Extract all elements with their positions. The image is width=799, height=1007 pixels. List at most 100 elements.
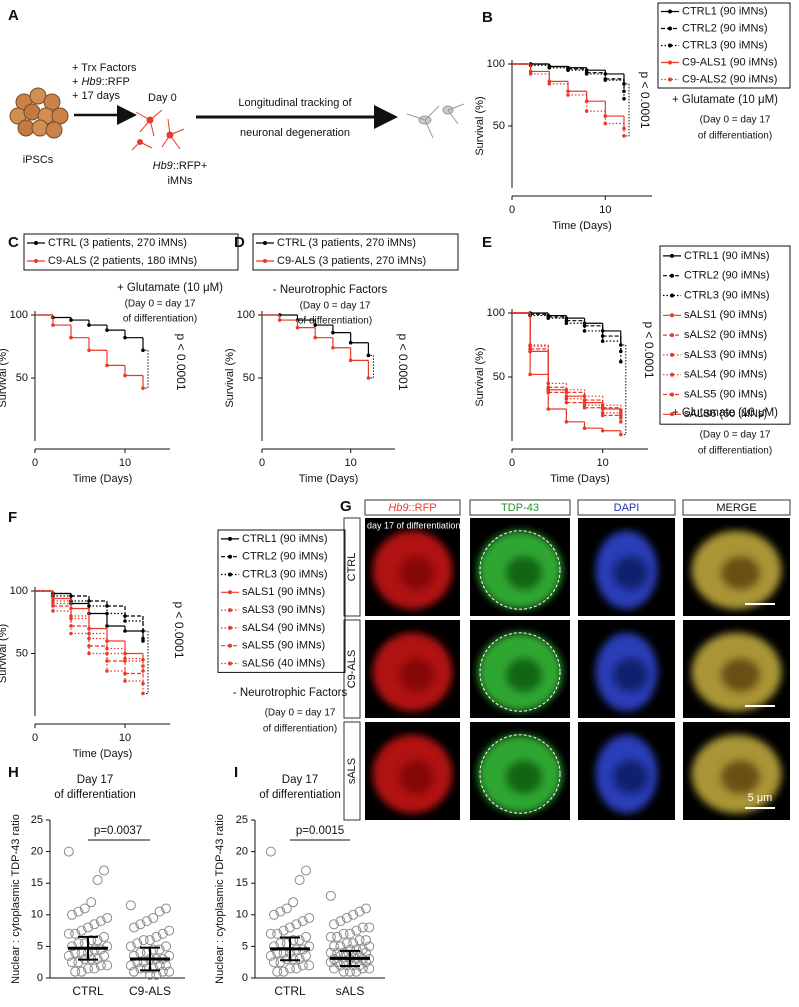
x-axis-label: Time (Days) — [550, 473, 609, 485]
significance-bracket — [370, 354, 374, 379]
data-point — [361, 935, 371, 946]
ipsc-cluster — [9, 87, 69, 139]
outline — [479, 530, 561, 610]
condition-note: + Glutamate (10 μM) — [117, 282, 223, 294]
legend-label: CTRL1 (90 iMNs) — [242, 533, 328, 545]
data-point — [148, 963, 159, 974]
x-tick-label: 0 — [509, 204, 515, 216]
legend-label: sALS6 (40 iMNs) — [242, 657, 325, 669]
data-point — [325, 931, 336, 942]
data-point — [341, 938, 352, 949]
legend-label: CTRL3 (90 iMNs) — [242, 568, 328, 580]
point — [564, 318, 569, 323]
point — [141, 639, 145, 643]
point — [366, 376, 371, 380]
y-tick-label: 10 — [31, 909, 43, 921]
condition-note: of differentiation) — [298, 316, 372, 327]
point — [277, 318, 282, 322]
legend-label: C9-ALS (3 patients, 270 iMNs) — [277, 255, 426, 267]
data-point — [67, 941, 77, 952]
x-tick-label: 10 — [597, 457, 609, 469]
data-point — [278, 925, 289, 936]
p-value: p < 0.0001 — [174, 333, 188, 390]
legend-box — [23, 233, 239, 271]
point — [105, 669, 109, 673]
legend-marker — [668, 43, 672, 48]
legend-label: CTRL2 (90 iMNs) — [242, 551, 328, 563]
x-tick-label: 0 — [32, 457, 38, 469]
y-axis-label: Nuclear : cytoplasmic TDP-43 ratio — [10, 814, 22, 984]
legend-marker — [228, 572, 232, 577]
data-point — [164, 966, 175, 977]
condition-note: (Day 0 = day 17 — [125, 299, 196, 310]
nucleus-signal — [613, 556, 648, 590]
suffix: ::RFP — [409, 502, 437, 514]
point — [528, 72, 533, 76]
x-tick-label: 10 — [119, 732, 131, 744]
row-box — [343, 517, 361, 617]
point — [331, 330, 335, 335]
point — [619, 420, 623, 424]
y-tick-label: 5 — [37, 940, 43, 952]
data-point — [278, 966, 289, 977]
panel-label: I — [234, 764, 238, 781]
data-point — [125, 941, 136, 952]
data-point — [294, 935, 305, 946]
y-tick-label: 5 — [242, 940, 248, 952]
legend-label: sALS2 (90 iMNs) — [684, 329, 767, 341]
x-tick-label: 0 — [32, 732, 38, 744]
point — [141, 669, 145, 673]
point — [348, 358, 353, 363]
degenerating-neurons — [406, 103, 465, 139]
point — [582, 329, 587, 333]
y-tick-label: 50 — [243, 372, 255, 384]
nucleus-signal — [399, 658, 434, 692]
x-axis-label: Time (Days) — [73, 473, 132, 485]
data-point — [129, 922, 139, 933]
legend-marker — [34, 259, 38, 263]
data-point — [125, 900, 136, 911]
data-point — [138, 935, 149, 946]
condition-note: (Day 0 = day 17 — [700, 115, 771, 126]
y-tick-label: 100 — [487, 307, 505, 319]
y-tick-label: 50 — [16, 647, 28, 659]
y-tick-label: 15 — [31, 877, 43, 889]
chart-title: Day 17 — [77, 774, 113, 786]
y-axis-label: Survival (%) — [0, 348, 9, 407]
point — [123, 619, 127, 623]
data-point — [364, 963, 375, 974]
nucleus-signal — [506, 760, 542, 794]
x-tick-label: CTRL — [274, 984, 306, 998]
row-label: CTRL — [346, 553, 358, 582]
legend-marker — [228, 643, 232, 648]
column-header: Hb9::RFP — [388, 502, 436, 514]
column-header: TDP-43 — [501, 502, 539, 514]
point — [546, 407, 551, 411]
y-axis-label: Nuclear : cytoplasmic TDP-43 ratio — [214, 814, 226, 984]
legend-marker — [670, 293, 674, 298]
legend-marker — [228, 608, 232, 613]
significance-bracket — [626, 83, 630, 137]
header-box — [469, 499, 571, 516]
data-point — [265, 950, 276, 961]
nucleus-signal — [721, 658, 760, 692]
data-point — [86, 935, 97, 946]
data-point — [129, 966, 139, 977]
data-point — [291, 919, 302, 930]
data-point — [275, 957, 286, 968]
legend-box — [252, 233, 459, 271]
p-value: p=0.0015 — [296, 825, 344, 837]
p-value: p < 0.0001 — [638, 71, 652, 128]
point — [619, 432, 623, 437]
outline — [479, 632, 561, 712]
legend-label: CTRL1 (90 iMNs) — [682, 5, 768, 17]
data-point — [329, 963, 339, 974]
significance-bracket — [145, 630, 149, 694]
point — [123, 335, 127, 340]
panel-label: E — [482, 234, 492, 251]
legend-label: sALS4 (90 iMNs) — [684, 369, 767, 381]
data-point — [151, 931, 162, 942]
data-point — [357, 963, 368, 974]
point — [105, 611, 109, 616]
y-tick-label: 25 — [31, 814, 43, 826]
